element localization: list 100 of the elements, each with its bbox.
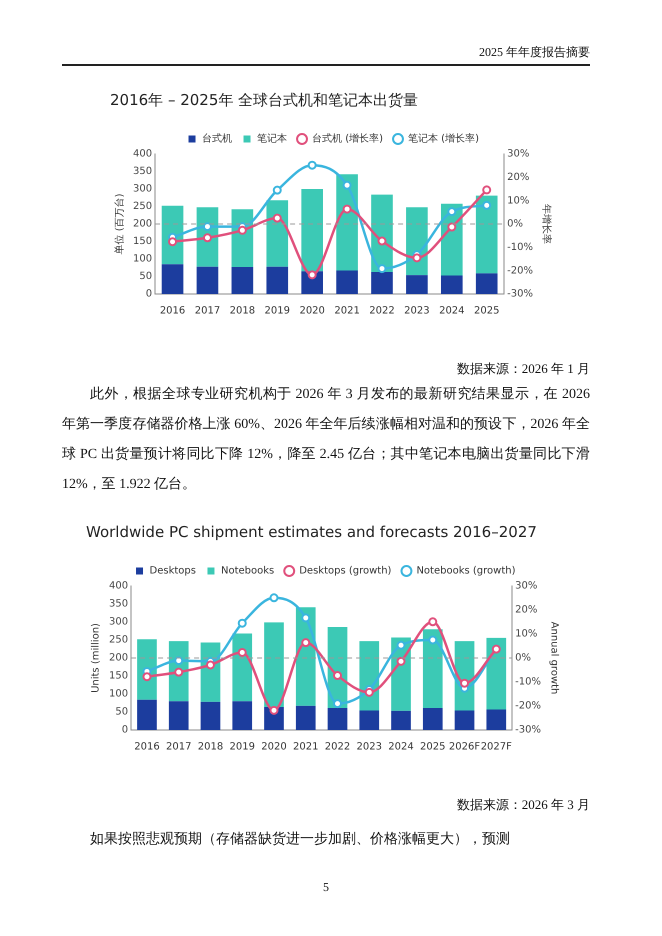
y2-tick-label: 0% xyxy=(515,652,532,664)
x-tick-label: 2020 xyxy=(299,306,325,317)
y-tick-label: 400 xyxy=(132,148,152,160)
bar xyxy=(486,638,506,710)
source-note: 数据来源：2026 年 1 月 xyxy=(456,360,590,378)
point xyxy=(308,160,317,170)
bar xyxy=(168,701,189,730)
bar xyxy=(162,264,184,294)
point xyxy=(364,688,374,697)
bar xyxy=(232,701,252,730)
legend-label: 笔记本 (增长率) xyxy=(408,132,480,145)
point xyxy=(269,706,278,715)
y2-tick-label: 30% xyxy=(507,148,530,160)
point xyxy=(342,180,352,190)
x-tick-label: 2020 xyxy=(261,742,287,753)
point xyxy=(269,593,278,602)
text: 如果按照悲观预期（存储器缺货进一步加剧、价格涨幅更大），预测 xyxy=(89,830,511,848)
source-note: 数据来源：2026 年 3 月 xyxy=(456,796,590,814)
y2-tick-label: 10% xyxy=(507,195,530,206)
bar xyxy=(440,275,463,294)
y-tick-label: 400 xyxy=(108,580,128,592)
legend-label: Desktops (growth) xyxy=(299,566,392,577)
point xyxy=(428,636,438,644)
bar xyxy=(391,710,411,730)
legend-label: Desktops xyxy=(150,566,196,577)
bar xyxy=(476,273,498,294)
legend-label: 台式机 xyxy=(202,132,232,145)
text: 5 xyxy=(322,880,330,895)
bar xyxy=(301,189,323,272)
x-tick-label: 2026F xyxy=(448,742,480,753)
y-tick-label: 0 xyxy=(122,724,128,736)
y-tick-label: 100 xyxy=(132,254,152,265)
chart-title: Worldwide PC shipment estimates and forecasts 2016–2027 xyxy=(86,522,537,541)
x-tick-label: 2016 xyxy=(160,306,186,317)
bar xyxy=(476,196,498,274)
x-tick-label: 2022 xyxy=(324,742,350,753)
x-tick-label: 2024 xyxy=(388,742,414,753)
bar xyxy=(328,708,348,730)
bar xyxy=(486,709,506,730)
y-tick-label: 150 xyxy=(108,670,128,682)
y-tick-label: 350 xyxy=(132,166,152,178)
y-tick-label: 50 xyxy=(139,271,152,282)
point xyxy=(333,699,342,708)
point xyxy=(168,237,178,246)
y-tick-label: 250 xyxy=(132,201,152,212)
x-tick-label: 2021 xyxy=(293,742,318,753)
bar xyxy=(232,267,254,294)
point xyxy=(202,233,212,242)
point xyxy=(428,617,438,626)
x-tick-label: 2023 xyxy=(356,742,382,753)
y2-tick-label: 30% xyxy=(515,580,538,592)
x-tick-label: 2017 xyxy=(194,306,220,317)
y2-axis-title: 年增长率 xyxy=(540,204,552,244)
point xyxy=(238,618,247,628)
y2-tick-label: -10% xyxy=(507,242,534,253)
legend-label: Notebooks (growth) xyxy=(416,566,516,577)
point xyxy=(238,226,247,235)
text: 2025 年年度报告摘要 xyxy=(478,44,590,61)
y2-tick-label: -10% xyxy=(515,676,542,688)
x-tick-label: 2022 xyxy=(369,306,395,317)
y2-tick-label: -20% xyxy=(515,700,542,712)
bar xyxy=(359,710,380,730)
point xyxy=(301,638,310,648)
y2-axis-title: Annual growth xyxy=(548,622,560,694)
point xyxy=(482,185,492,194)
bar xyxy=(422,708,443,730)
y2-tick-label: -30% xyxy=(507,288,534,300)
legend-label: 台式机 (增长率) xyxy=(312,132,384,145)
point xyxy=(142,672,152,682)
bar xyxy=(196,266,218,294)
point xyxy=(377,264,386,274)
y-tick-label: 300 xyxy=(108,616,128,628)
y2-tick-label: -30% xyxy=(515,724,542,736)
point xyxy=(272,214,282,223)
point xyxy=(206,660,215,670)
point xyxy=(396,640,406,650)
legend-label: Notebooks xyxy=(220,566,274,577)
x-tick-label: 2025 xyxy=(420,742,446,753)
chart-title: 2016年 – 2025年 全球台式机和笔记本出货量 xyxy=(110,90,418,109)
y-tick-label: 300 xyxy=(132,184,152,195)
point xyxy=(447,207,456,216)
x-tick-label: 2021 xyxy=(334,306,360,317)
legend-label: 笔记本 xyxy=(257,132,288,145)
y-tick-label: 350 xyxy=(108,598,128,610)
point xyxy=(174,668,184,677)
bar xyxy=(200,702,220,730)
point xyxy=(447,222,456,232)
point xyxy=(272,186,282,195)
y-tick-label: 200 xyxy=(132,218,152,230)
x-tick-label: 2019 xyxy=(230,742,255,753)
point xyxy=(342,204,352,214)
point xyxy=(308,270,317,280)
point xyxy=(412,253,422,262)
x-tick-label: 2027F xyxy=(480,742,512,753)
point xyxy=(377,236,386,246)
bar xyxy=(137,700,157,730)
text: 此外，根据全球专业研究机构于 2026 年 3 月发布的最新研究结果显示，在 2026 年第一季度存储器价格上涨 60%、2026 年全年后续涨幅相对温和的预设下，2026 年全球 PC 出货量预计将同比下降 12%，降至 2.45 亿台；其中笔记本电脑出货量同比下滑 12%，至 1.922 亿台。 xyxy=(62,385,590,494)
x-tick-label: 2018 xyxy=(198,742,224,753)
y-tick-label: 100 xyxy=(108,688,128,700)
y2-tick-label: 10% xyxy=(515,628,538,640)
